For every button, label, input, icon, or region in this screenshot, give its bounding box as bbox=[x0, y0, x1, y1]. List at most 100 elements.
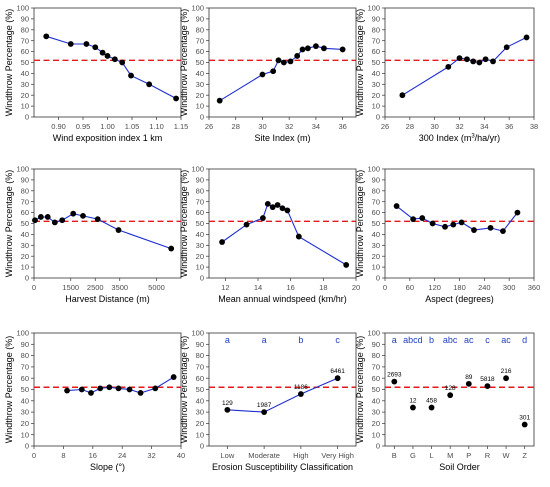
data-point bbox=[126, 386, 133, 393]
point-count-label: 1186 bbox=[294, 384, 308, 391]
x-tick-label: 32 bbox=[455, 122, 463, 131]
data-point bbox=[274, 202, 281, 208]
y-tick-label: 70 bbox=[196, 36, 204, 45]
data-point bbox=[297, 391, 304, 397]
data-point bbox=[146, 81, 153, 88]
data-point bbox=[275, 57, 282, 64]
y-tick-label: 0 bbox=[200, 113, 204, 122]
x-tick-label: P bbox=[466, 451, 471, 460]
data-point bbox=[137, 389, 144, 396]
panel-frame bbox=[33, 7, 182, 118]
y-tick-label: 0 bbox=[200, 274, 204, 283]
data-point bbox=[490, 58, 496, 65]
x-tick-label: 40 bbox=[177, 451, 185, 460]
y-tick-label: 20 bbox=[21, 419, 29, 428]
y-tick-label: 30 bbox=[196, 408, 204, 417]
y-tick-label: 60 bbox=[21, 208, 29, 217]
y-tick-label: 40 bbox=[21, 396, 29, 405]
y-tick-label: 50 bbox=[21, 385, 29, 394]
x-tick-label: 360 bbox=[528, 283, 541, 292]
y-tick-label: 30 bbox=[372, 80, 380, 89]
y-tick-label: 40 bbox=[21, 230, 29, 239]
data-point bbox=[279, 205, 286, 212]
y-tick-label: 0 bbox=[200, 442, 204, 451]
x-tick-label: 1.00 bbox=[100, 122, 115, 131]
x-tick-label: M bbox=[447, 451, 453, 460]
x-tick-label: B bbox=[392, 451, 397, 460]
data-point bbox=[280, 59, 287, 66]
data-point bbox=[104, 53, 111, 59]
chart-panel-8: 0 10 20 30 40 50 60 70 80 90 100 Low Moderate High Ver… bbox=[179, 329, 357, 472]
group-letter: b bbox=[298, 335, 303, 345]
y-tick-label: 70 bbox=[196, 363, 204, 372]
y-axis-title: Windthrow Percentage (%) bbox=[355, 336, 365, 444]
y-tick-label: 60 bbox=[21, 47, 29, 56]
data-point bbox=[99, 49, 106, 56]
y-tick-label: 90 bbox=[196, 15, 204, 24]
x-tick-label: 0 bbox=[32, 451, 36, 460]
data-point bbox=[313, 43, 319, 50]
y-tick-label: 60 bbox=[196, 47, 204, 56]
data-point bbox=[170, 374, 177, 380]
x-tick-label: 26 bbox=[381, 122, 389, 131]
chart-panel-9: 0 10 20 30 40 50 60 70 80 90 100 B G L M P R W Z Soil Order… bbox=[355, 329, 535, 472]
y-tick-label: 90 bbox=[21, 340, 29, 349]
series-line bbox=[402, 36, 527, 96]
y-tick-label: 10 bbox=[372, 102, 380, 111]
data-point bbox=[128, 72, 134, 79]
x-tick-label: 16 bbox=[286, 283, 294, 292]
x-tick-label: 120 bbox=[428, 283, 441, 292]
y-tick-label: 60 bbox=[196, 208, 204, 217]
x-tick-label: 30 bbox=[430, 122, 438, 131]
point-count-label: 458 bbox=[426, 398, 437, 405]
y-tick-label: 50 bbox=[21, 219, 29, 228]
chart-panel-7: 0 10 20 30 40 50 60 70 80 90 100 0 8 16 24 32 40 Slope (°… bbox=[4, 329, 185, 472]
data-point bbox=[37, 214, 44, 220]
y-tick-label: 10 bbox=[372, 430, 380, 439]
data-point bbox=[419, 215, 426, 221]
y-tick-label: 50 bbox=[196, 385, 204, 394]
point-count-label: 12 bbox=[409, 398, 417, 405]
x-tick-label: 26 bbox=[205, 122, 213, 131]
data-point bbox=[471, 227, 477, 233]
y-tick-label: 100 bbox=[367, 165, 380, 174]
data-point bbox=[152, 385, 159, 392]
data-point bbox=[83, 41, 90, 47]
y-axis-title: Windthrow Percentage (%) bbox=[179, 170, 189, 278]
data-point bbox=[294, 53, 301, 59]
data-point bbox=[343, 262, 350, 268]
data-point bbox=[264, 200, 271, 207]
y-tick-label: 60 bbox=[196, 374, 204, 383]
data-point bbox=[97, 385, 104, 392]
x-tick-label: 20 bbox=[352, 283, 360, 292]
y-tick-label: 100 bbox=[191, 329, 204, 338]
point-count-label: 1987 bbox=[257, 402, 272, 409]
y-tick-label: 30 bbox=[196, 241, 204, 250]
x-axis-title: Site Index (m) bbox=[254, 133, 310, 143]
data-point bbox=[321, 45, 327, 52]
y-tick-label: 80 bbox=[196, 351, 204, 360]
panel-frame bbox=[384, 7, 535, 118]
data-point bbox=[261, 409, 268, 415]
y-tick-label: 10 bbox=[372, 263, 380, 272]
data-point bbox=[259, 71, 266, 78]
data-point bbox=[503, 375, 509, 382]
data-point bbox=[456, 55, 463, 62]
point-count-label: 2693 bbox=[387, 372, 402, 379]
y-tick-label: 80 bbox=[21, 25, 29, 34]
y-tick-label: 70 bbox=[21, 197, 29, 206]
x-tick-label: Low bbox=[220, 451, 234, 460]
x-axis-title: Harvest Distance (m) bbox=[65, 294, 150, 304]
panel-frame bbox=[33, 168, 182, 279]
data-point bbox=[447, 392, 454, 399]
y-tick-label: 60 bbox=[21, 374, 29, 383]
x-tick-label: Moderate bbox=[248, 451, 280, 460]
data-point bbox=[115, 227, 122, 233]
x-tick-label: 34 bbox=[312, 122, 320, 131]
data-point bbox=[304, 45, 311, 52]
data-point bbox=[88, 389, 94, 396]
x-tick-label: 36 bbox=[505, 122, 513, 131]
y-tick-label: 10 bbox=[196, 263, 204, 272]
